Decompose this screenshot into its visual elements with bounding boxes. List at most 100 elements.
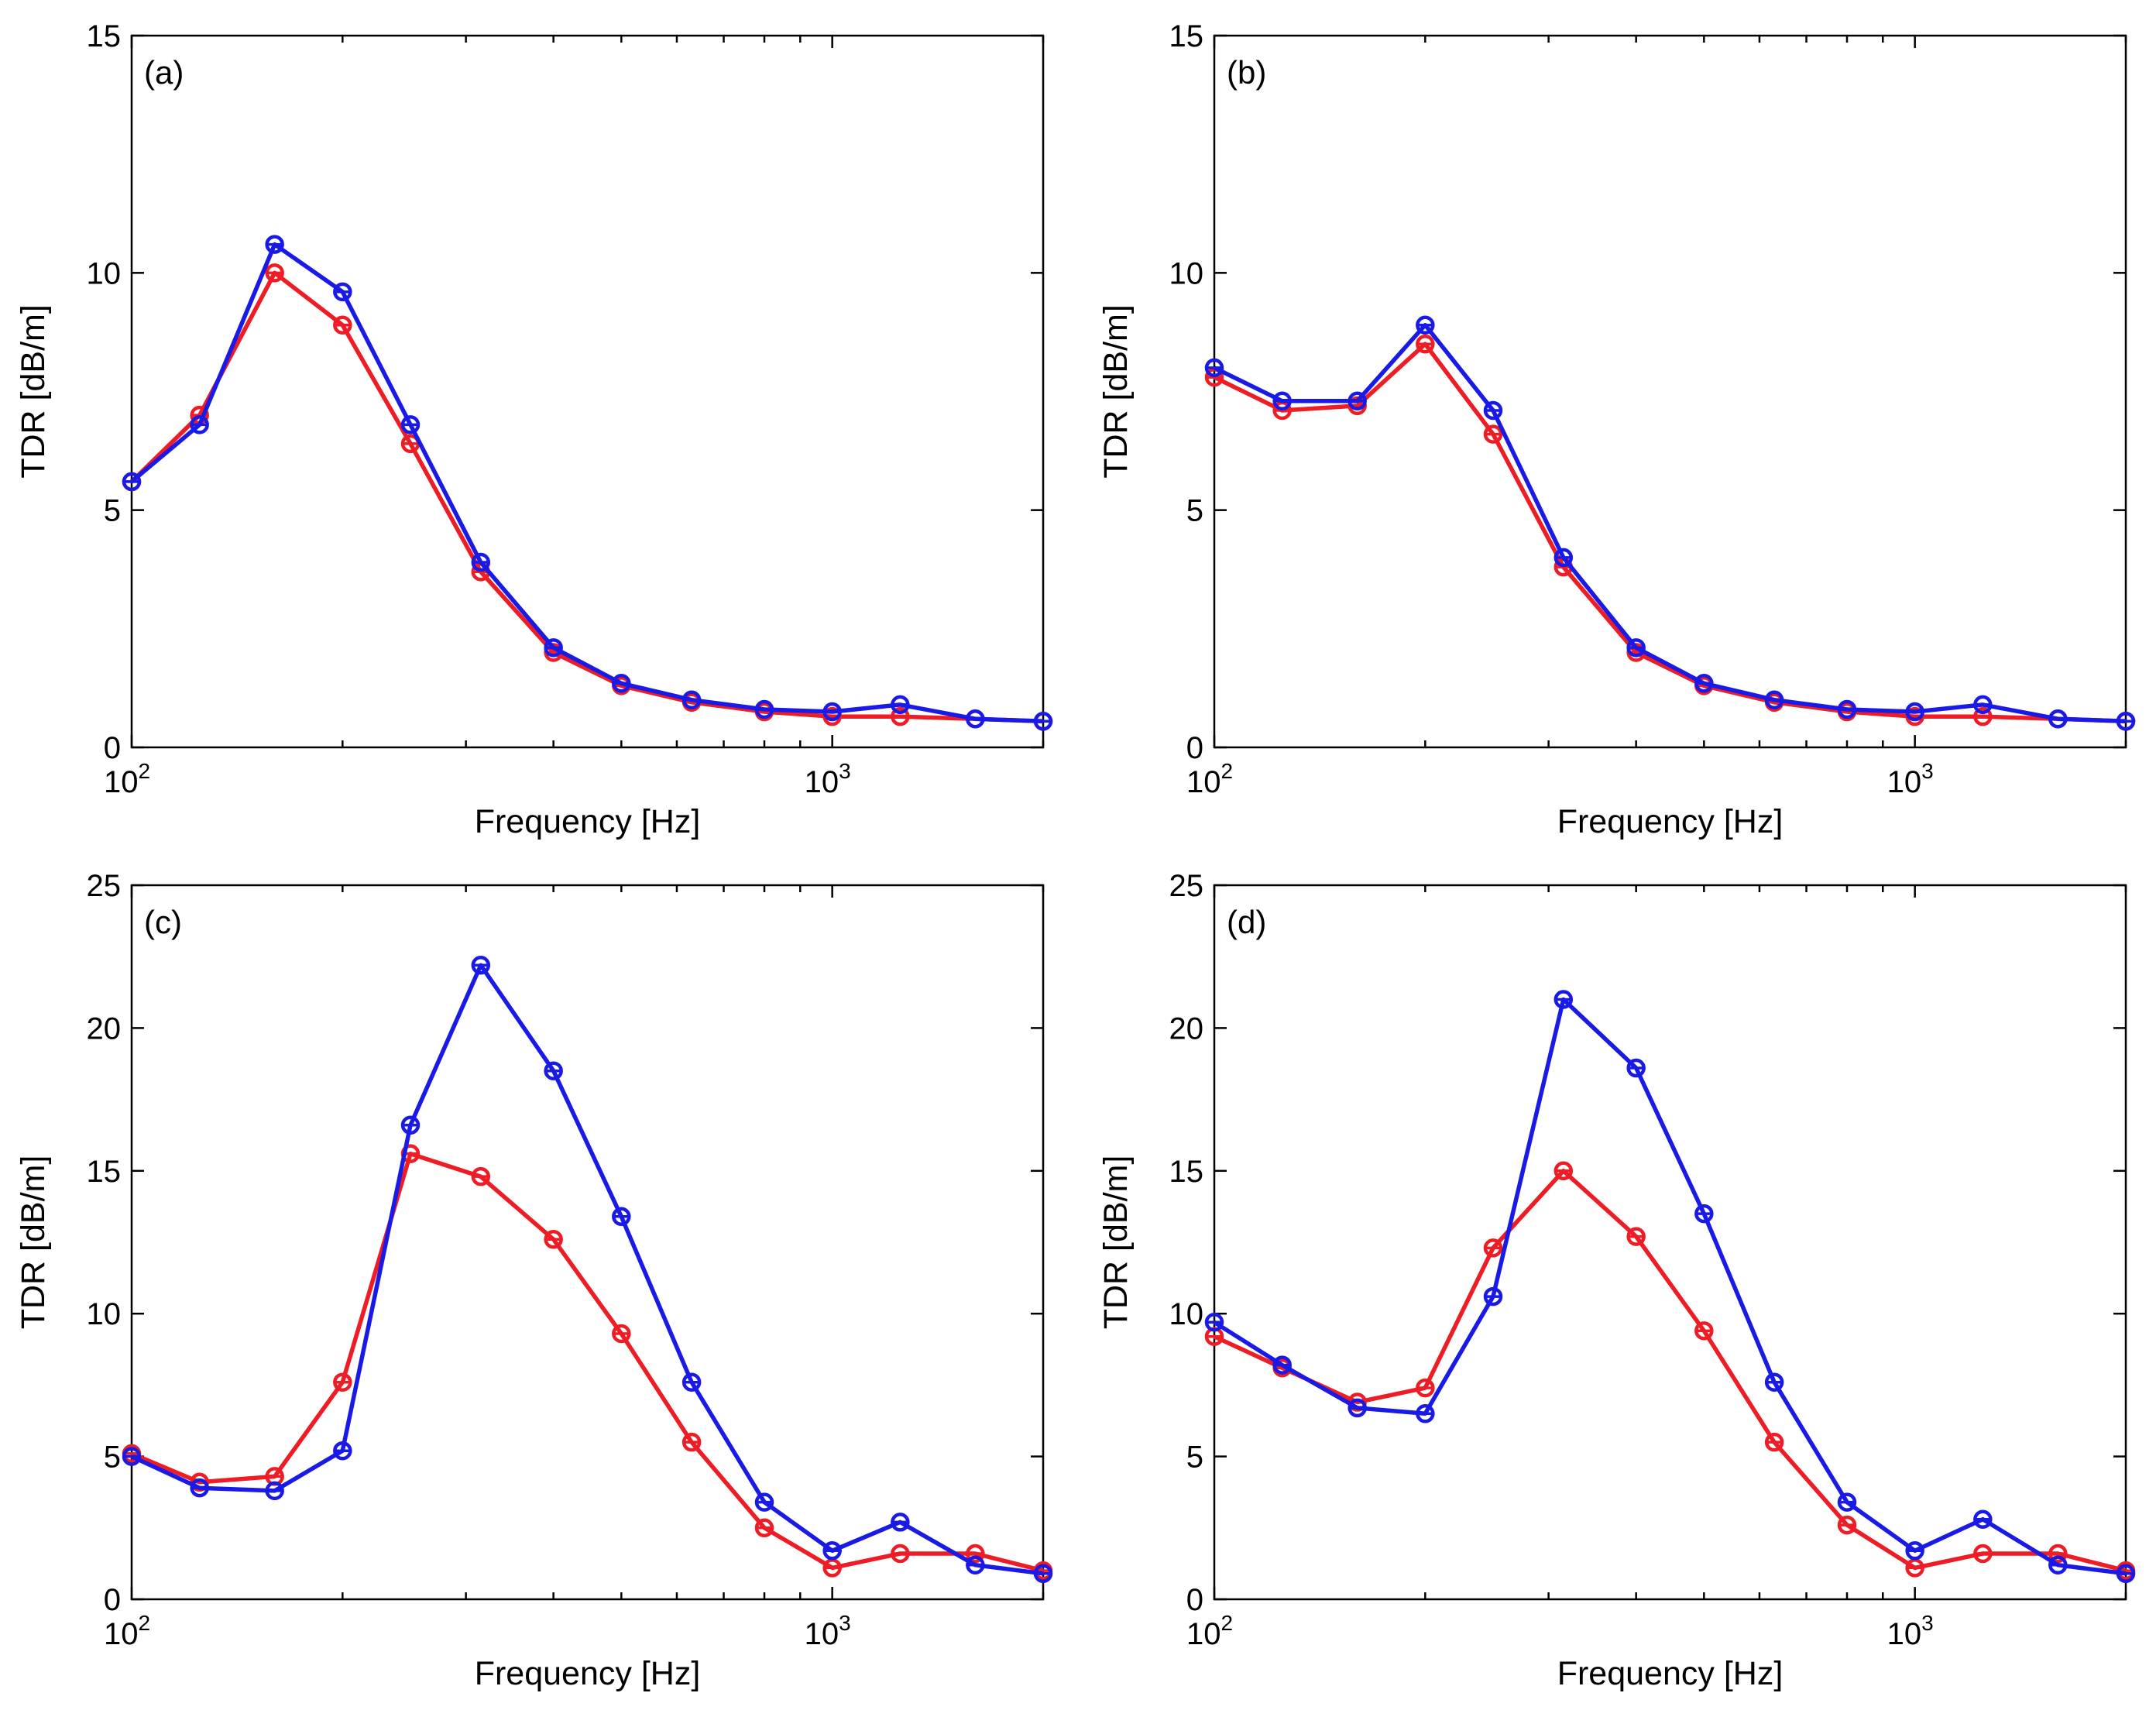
series-line-blue: [1213, 322, 2127, 724]
data-point-blue: [822, 1541, 842, 1561]
data-point-blue: [265, 1481, 284, 1501]
data-point-blue: [544, 1061, 563, 1080]
plot-frame: [1213, 884, 2127, 1601]
data-point-blue: [754, 1492, 774, 1512]
data-point-blue: [2116, 1564, 2136, 1584]
data-point-red: [1483, 424, 1503, 444]
data-point-blue: [1033, 1564, 1053, 1584]
y-tick-label: 0: [1186, 731, 1203, 765]
data-point-red: [1694, 1321, 1714, 1341]
y-tick-label: 15: [1169, 19, 1204, 53]
data-point-blue: [333, 1441, 352, 1461]
x-tick-base: 10: [1887, 1617, 1922, 1651]
y-tick-label: 0: [104, 1583, 121, 1617]
data-point-blue: [1837, 1492, 1857, 1512]
data-point-blue: [471, 552, 491, 572]
data-point-blue: [471, 956, 491, 975]
y-tick-label: 20: [1169, 1011, 1204, 1046]
y-tick-label: 5: [104, 1441, 121, 1475]
data-point-blue: [2048, 709, 2068, 729]
data-point-red: [1416, 334, 1435, 354]
data-point-blue: [1348, 391, 1367, 411]
data-point-blue: [1416, 1404, 1435, 1423]
data-point-blue: [544, 638, 563, 658]
y-tick-label: 0: [1186, 1583, 1203, 1617]
data-point-blue: [1905, 1541, 1924, 1561]
x-tick-exponent: 3: [1921, 1611, 1934, 1635]
y-tick-label: 25: [87, 869, 122, 903]
series-blue: [1204, 990, 2136, 1584]
y-tick-label: 5: [1186, 1441, 1203, 1475]
data-point-blue: [966, 709, 985, 729]
x-tick-base: 10: [805, 1617, 839, 1651]
series-blue: [122, 235, 1053, 731]
data-point-blue: [1973, 695, 1993, 715]
plot-frame: [130, 34, 1045, 749]
data-point-blue: [2116, 712, 2136, 731]
data-point-blue: [1764, 1372, 1784, 1392]
series-blue: [1204, 315, 2136, 731]
y-axis-label: TDR [dB/m]: [1097, 1156, 1135, 1330]
y-tick-label: 5: [104, 494, 121, 528]
x-tick-exponent: 2: [138, 1611, 150, 1635]
data-point-blue: [400, 415, 421, 434]
data-point-blue: [190, 415, 209, 434]
data-point-blue: [822, 702, 842, 722]
x-tick-exponent: 3: [839, 1611, 851, 1635]
data-point-red: [966, 1544, 985, 1564]
series-red: [122, 263, 1053, 731]
data-point-red: [1416, 1378, 1435, 1398]
data-point-red: [333, 315, 352, 335]
data-point-blue: [1626, 1058, 1646, 1078]
x-axis-label: Frequency [Hz]: [475, 1655, 701, 1692]
data-point-blue: [1204, 358, 1224, 378]
data-point-red: [1973, 706, 1993, 726]
plot-frame: [130, 884, 1045, 1601]
x-tick-base: 10: [805, 765, 839, 799]
x-tick-label: 102: [1186, 1611, 1233, 1651]
series-line-red: [130, 270, 1044, 724]
y-tick-label: 10: [87, 1297, 122, 1331]
data-point-blue: [681, 1372, 702, 1392]
y-axis-label: TDR [dB/m]: [15, 304, 52, 479]
data-point-blue: [612, 1207, 631, 1227]
data-point-red: [891, 1544, 910, 1564]
y-tick-label: 10: [1169, 1297, 1204, 1331]
x-tick-base: 10: [1186, 765, 1221, 799]
data-point-blue: [400, 1115, 421, 1135]
data-point-red: [1483, 1238, 1503, 1258]
series-red: [1204, 334, 2136, 731]
x-tick-exponent: 3: [1921, 759, 1934, 783]
data-point-blue: [891, 695, 910, 715]
data-point-blue: [891, 1513, 910, 1532]
x-tick-base: 10: [104, 765, 139, 799]
series-line-red: [1213, 1169, 2127, 1573]
y-tick-label: 20: [87, 1011, 122, 1046]
data-point-blue: [1348, 1398, 1367, 1418]
x-tick-base: 10: [1887, 765, 1922, 799]
data-point-blue: [1483, 400, 1503, 421]
x-tick-label: 103: [1887, 759, 1934, 799]
data-point-red: [471, 1166, 491, 1186]
data-point-blue: [1553, 548, 1574, 568]
series-line-red: [130, 1151, 1044, 1573]
data-point-blue: [2048, 1555, 2068, 1574]
x-tick-exponent: 3: [839, 759, 851, 783]
series-red: [122, 1144, 1053, 1581]
data-point-blue: [1764, 690, 1784, 709]
x-tick-exponent: 2: [138, 759, 150, 783]
x-tick-exponent: 2: [1220, 1611, 1233, 1635]
data-point-blue: [1553, 990, 1574, 1009]
x-tick-label: 103: [805, 1611, 851, 1651]
panel-label: (b): [1227, 54, 1266, 91]
plot-frame: [1213, 34, 2127, 749]
y-tick-label: 15: [87, 19, 122, 53]
x-tick-base: 10: [1186, 1617, 1221, 1651]
data-point-red: [822, 1558, 842, 1578]
x-tick-label: 102: [104, 759, 150, 799]
data-point-red: [1553, 1161, 1574, 1181]
x-tick-base: 10: [104, 1617, 139, 1651]
